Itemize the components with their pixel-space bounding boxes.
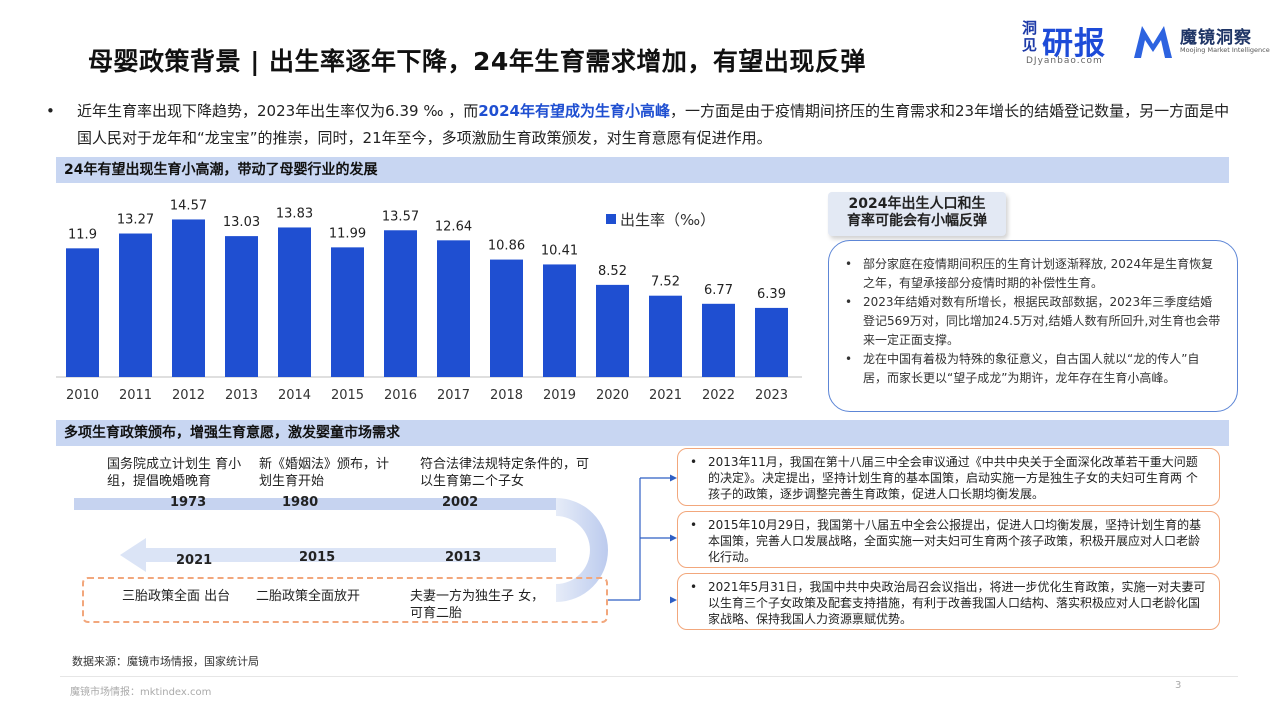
section-header-policies: 多项生育政策颁布，增强生育意愿，激发婴童市场需求 — [56, 420, 1229, 446]
intro-highlight: 2024年有望成为生育小高峰 — [478, 102, 670, 120]
x-tick-label: 2012 — [172, 388, 205, 403]
x-tick-label: 2011 — [119, 388, 152, 403]
bar-value-label: 7.52 — [651, 275, 680, 290]
bar-2022 — [702, 303, 735, 377]
djyanbao-logo-main-text: 研报 — [1042, 26, 1106, 62]
intro-paragraph: • 近年生育率出现下降趋势，2023年出生率仅为6.39 ‰ ，而2024年有望… — [46, 98, 1236, 152]
timeline-year: 2002 — [442, 495, 479, 510]
timeline-event-text: 新《婚姻法》颁布，计划生育开始 — [259, 457, 390, 489]
policy-text: 2013年11月，我国在第十八届三中全会审议通过《中共中央关于全面深化改革若干重… — [690, 454, 1209, 502]
timeline-year: 2013 — [445, 550, 482, 565]
bar-2021 — [649, 295, 682, 377]
timeline-year: 1973 — [170, 495, 207, 510]
page-number: 3 — [1175, 680, 1182, 691]
bar-value-label: 12.64 — [435, 219, 472, 234]
policy-box-2013: 2013年11月，我国在第十八届三中全会审议通过《中共中央关于全面深化改革若干重… — [677, 448, 1220, 506]
bar-2017 — [437, 240, 470, 377]
bar-value-label: 11.9 — [68, 227, 97, 242]
rebound-reason-item: 部分家庭在疫情期间积压的生育计划逐渐释放, 2024年是生育恢复之年，有望承接部… — [843, 255, 1221, 293]
bar-2020 — [596, 284, 629, 377]
djyanbao-logo-vertical-text: 洞见 — [1022, 19, 1038, 54]
birth-rate-bar-chart: 11.9 2010 13.27 2011 14.57 2012 13.03 2013 13.83… — [56, 198, 802, 403]
x-tick-label: 2020 — [596, 388, 629, 403]
djyanbao-logo: 洞见 研报 DJyanbao.com — [1022, 18, 1132, 68]
bar-value-label: 14.57 — [170, 198, 207, 213]
x-tick-label: 2010 — [66, 388, 99, 403]
x-tick-label: 2015 — [331, 388, 364, 403]
bar-value-label: 8.52 — [598, 264, 627, 279]
rebound-reason-item: 龙在中国有着极为特殊的象征意义，自古国人就以“龙的传人”自居，而家长更以“望子成… — [843, 350, 1221, 388]
bar-value-label: 13.03 — [223, 215, 260, 230]
rebound-tag: 2024年出生人口和生 育率可能会有小幅反弹 — [828, 192, 1006, 236]
bar-2023 — [755, 307, 788, 377]
timeline-event-text: 国务院成立计划生 育小组，提倡晚婚晚育 — [107, 457, 242, 489]
djyanbao-logo-url: DJyanbao.com — [1026, 56, 1103, 66]
rebound-reason-item: 2023年结婚对数有所增长，根据民政部数据，2023年三季度结婚登记569万对，… — [843, 293, 1221, 350]
timeline-event-text: 三胎政策全面 出台 — [122, 589, 231, 604]
x-tick-label: 2021 — [649, 388, 682, 403]
timeline-year: 1980 — [282, 495, 319, 510]
footer-website: 魔镜市场情报：mktindex.com — [70, 687, 212, 698]
bar-value-label: 6.39 — [757, 287, 786, 302]
bar-value-label: 11.99 — [329, 226, 366, 241]
timeline-year: 2015 — [299, 550, 336, 565]
legend-swatch — [606, 214, 616, 224]
x-tick-label: 2013 — [225, 388, 258, 403]
bar-2016 — [384, 230, 417, 377]
timeline-event-text: 夫妻一方为独生子 女，可育二胎 — [410, 589, 545, 621]
bar-2019 — [543, 264, 576, 377]
bar-2018 — [490, 259, 523, 377]
intro-text: 近年生育率出现下降趋势，2023年出生率仅为6.39 ‰ ，而2024年有望成为… — [77, 98, 1236, 152]
mojing-logo-subtitle: Moojing Market Intelligence — [1180, 46, 1270, 54]
timeline-event-text: 符合法律法规特定条件的，可以生育第二个子女 — [420, 457, 590, 489]
bar-value-label: 13.83 — [276, 206, 313, 221]
intro-bullet: • — [46, 102, 55, 120]
bar-2010 — [66, 248, 99, 377]
section-header-birth-rate: 24年有望出现生育小高潮，带动了母婴行业的发展 — [56, 157, 1229, 183]
mojing-logo-name: 魔镜洞察 — [1180, 28, 1252, 48]
x-tick-label: 2014 — [278, 388, 311, 403]
policy-text: 2021年5月31日，我国中共中央政治局召会议指出，将进一步优化生育政策，实施一… — [690, 579, 1209, 627]
x-tick-label: 2023 — [755, 388, 788, 403]
policy-box-2021: 2021年5月31日，我国中共中央政治局召会议指出，将进一步优化生育政策，实施一… — [677, 573, 1220, 630]
rebound-reasons-box: 部分家庭在疫情期间积压的生育计划逐渐释放, 2024年是生育恢复之年，有望承接部… — [828, 240, 1238, 412]
bar-value-label: 13.27 — [117, 213, 154, 228]
mojing-logo: 魔镜洞察 Moojing Market Intelligence — [1132, 20, 1272, 64]
footer-divider — [60, 676, 1238, 677]
x-tick-label: 2019 — [543, 388, 576, 403]
intro-text-part2: ，一方面是由于疫情期间挤压的生育需求和23年增长的结婚登记数量，另一方面是中国人… — [77, 102, 1230, 147]
bar-2014 — [278, 227, 311, 377]
policy-text: 2015年10月29日，我国第十八届五中全会公报提出，促进人口均衡发展，坚持计划… — [690, 517, 1209, 565]
data-source-note: 数据来源：魔镜市场情报，国家统计局 — [72, 655, 259, 668]
bar-value-label: 13.57 — [382, 209, 419, 224]
bar-2011 — [119, 233, 152, 377]
legend-label: 出生率（‰） — [620, 211, 715, 229]
intro-text-part1: 近年生育率出现下降趋势，2023年出生率仅为6.39 ‰ ，而 — [77, 102, 479, 120]
mojing-m-icon — [1134, 26, 1172, 58]
bar-value-label: 10.86 — [488, 239, 525, 254]
x-tick-label: 2018 — [490, 388, 523, 403]
timeline-event-text: 二胎政策全面放开 — [256, 589, 361, 604]
bar-value-label: 6.77 — [704, 283, 733, 298]
x-tick-label: 2022 — [702, 388, 735, 403]
x-tick-label: 2017 — [437, 388, 470, 403]
page-title: 母婴政策背景 | 出生率逐年下降，24年生育需求增加，有望出现反弹 — [88, 47, 866, 76]
bar-value-label: 10.41 — [541, 243, 578, 258]
bar-2012 — [172, 219, 205, 377]
policy-box-2015: 2015年10月29日，我国第十八届五中全会公报提出，促进人口均衡发展，坚持计划… — [677, 511, 1220, 568]
bar-2015 — [331, 247, 364, 377]
rebound-tag-line1: 2024年出生人口和生 — [848, 196, 986, 212]
bar-2013 — [225, 236, 258, 377]
timeline-year: 2021 — [176, 553, 213, 568]
recent-policies-dashed-box — [82, 577, 608, 623]
rebound-tag-line2: 育率可能会有小幅反弹 — [847, 213, 987, 229]
x-tick-label: 2016 — [384, 388, 417, 403]
